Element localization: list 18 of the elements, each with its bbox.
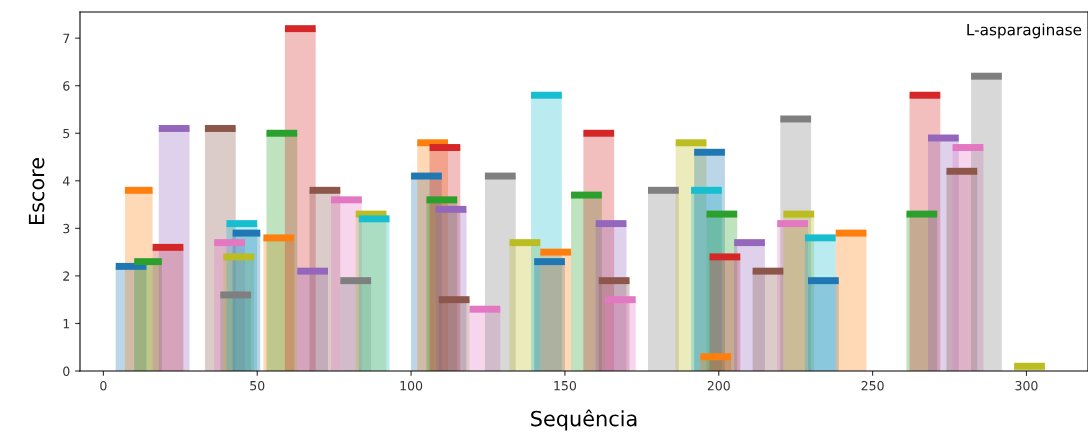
y-axis-title: Escore [28,158,45,225]
x-tick-label: 100 [400,380,423,391]
y-tick-label: 2 [63,271,70,281]
y-tick-label: 4 [62,176,70,186]
y-tick-label: 1 [63,319,70,329]
x-tick-label: 200 [707,380,730,391]
y-tick-label: 7 [63,33,70,43]
y-tick-label: 5 [63,128,70,139]
y-tick-label: 6 [63,81,70,91]
y-tick-label: 0 [63,366,70,376]
x-tick-label: 150 [554,380,577,391]
x-tick-label: 250 [861,380,884,391]
x-tick-label: 300 [1015,380,1038,391]
annotation: L-asparaginase [967,23,1082,39]
x-axis-title: Sequência [531,409,637,431]
y-tick-label: 3 [63,223,70,234]
x-tick-label: 0 [100,380,107,391]
x-tick-label: 50 [250,380,265,391]
